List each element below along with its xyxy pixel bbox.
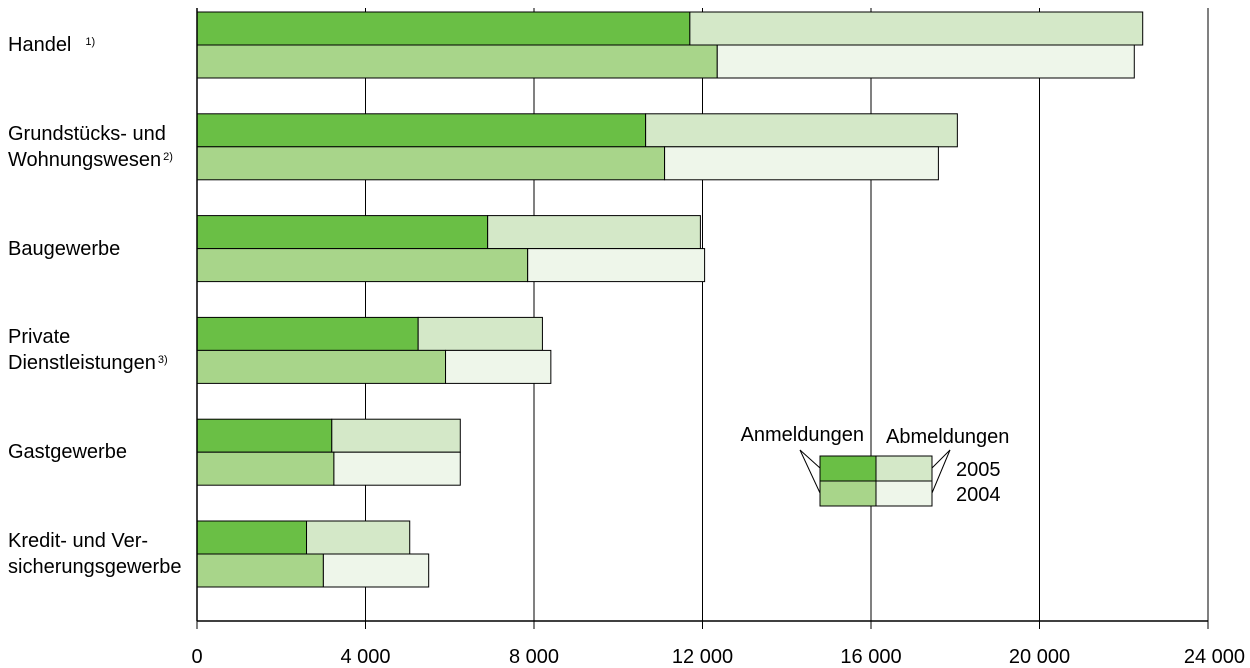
category-label-text: Wohnungswesen [8, 149, 162, 171]
category-label-line: Dienstleistungen 3) [8, 350, 168, 379]
x-tick-label: 24 000 [1184, 646, 1245, 668]
footnote-marker: 1) [85, 36, 96, 48]
bar [333, 451, 461, 486]
bar [445, 349, 552, 384]
legend-connector [931, 449, 951, 469]
category-label-line: Private [8, 324, 168, 350]
x-tick-label: 16 000 [840, 646, 901, 668]
legend-label: Abmeldungen [886, 426, 1009, 448]
category-label-text: Kredit- und Ver- [8, 530, 149, 552]
legend-connector [931, 449, 951, 494]
category-label: Kredit- und Ver-sicherungsgewerbe [8, 528, 181, 580]
bar [196, 248, 529, 283]
bar [196, 316, 419, 351]
bar [196, 113, 647, 148]
legend-label: 2004 [956, 484, 1001, 506]
footnote-marker: 2) [163, 151, 173, 163]
bar [487, 215, 701, 250]
legend-connector [799, 449, 821, 469]
bar [196, 520, 308, 555]
category-label: Gastgewerbe [8, 439, 127, 465]
category-label-text: Grundstücks- und [8, 123, 166, 145]
category-label-line: Kredit- und Ver- [8, 528, 181, 554]
legend-label: Anmeldungen [741, 424, 864, 446]
bar [716, 44, 1135, 79]
bar [196, 553, 324, 588]
bar [417, 316, 543, 351]
legend-swatch [875, 480, 933, 507]
category-label: Baugewerbe [8, 236, 120, 262]
category-label-line: Wohnungswesen 2) [8, 147, 173, 176]
legend-swatch [819, 455, 877, 482]
category-label-text: Handel [8, 34, 72, 56]
x-axis: 0 4 000 8 000 12 000 16 000 20 000 24 000 [191, 8, 1245, 668]
legend-label: 2005 [956, 459, 1001, 481]
category-label-text: Gastgewerbe [8, 441, 127, 463]
category-label-text: Private [8, 326, 71, 348]
bar [331, 418, 461, 453]
bar [196, 215, 489, 250]
bar [527, 248, 706, 283]
bars [196, 11, 1144, 588]
bar [322, 553, 430, 588]
x-tick-label: 12 000 [672, 646, 733, 668]
bar [306, 520, 411, 555]
bar [196, 418, 333, 453]
category-label: Grundstücks- und Wohnungswesen 2) [8, 121, 173, 176]
legend: Anmeldungen Abmeldungen 2005 2004 [741, 424, 1009, 507]
category-label-line: Grundstücks- und [8, 121, 173, 147]
category-label: Handel 1) [8, 32, 95, 61]
bar [196, 44, 718, 79]
category-label-line: Handel 1) [8, 32, 95, 61]
category-label-text: Dienstleistungen [8, 352, 156, 374]
category-label-text: Baugewerbe [8, 238, 121, 260]
bar [196, 349, 447, 384]
bar [196, 11, 691, 46]
category-label-text: sicherungsgewerbe [8, 556, 182, 578]
legend-swatch [819, 480, 877, 507]
category-label: Private Dienstleistungen 3) [8, 324, 168, 379]
bar [196, 451, 335, 486]
x-tick-label: 20 000 [1009, 646, 1070, 668]
bar [689, 11, 1144, 46]
category-label-line: Gastgewerbe [8, 439, 127, 465]
footnote-marker: 3) [157, 354, 168, 366]
legend-connector [799, 449, 821, 494]
x-tick-label: 8 000 [509, 646, 559, 668]
x-tick-label: 4 000 [340, 646, 390, 668]
x-tick-label: 0 [191, 646, 202, 668]
bar [664, 146, 939, 181]
grid-lines [365, 8, 1209, 621]
category-label-line: sicherungsgewerbe [8, 554, 181, 580]
legend-swatch [875, 455, 933, 482]
bar [196, 146, 666, 181]
category-label-line: Baugewerbe [8, 236, 120, 262]
bar [645, 113, 958, 148]
